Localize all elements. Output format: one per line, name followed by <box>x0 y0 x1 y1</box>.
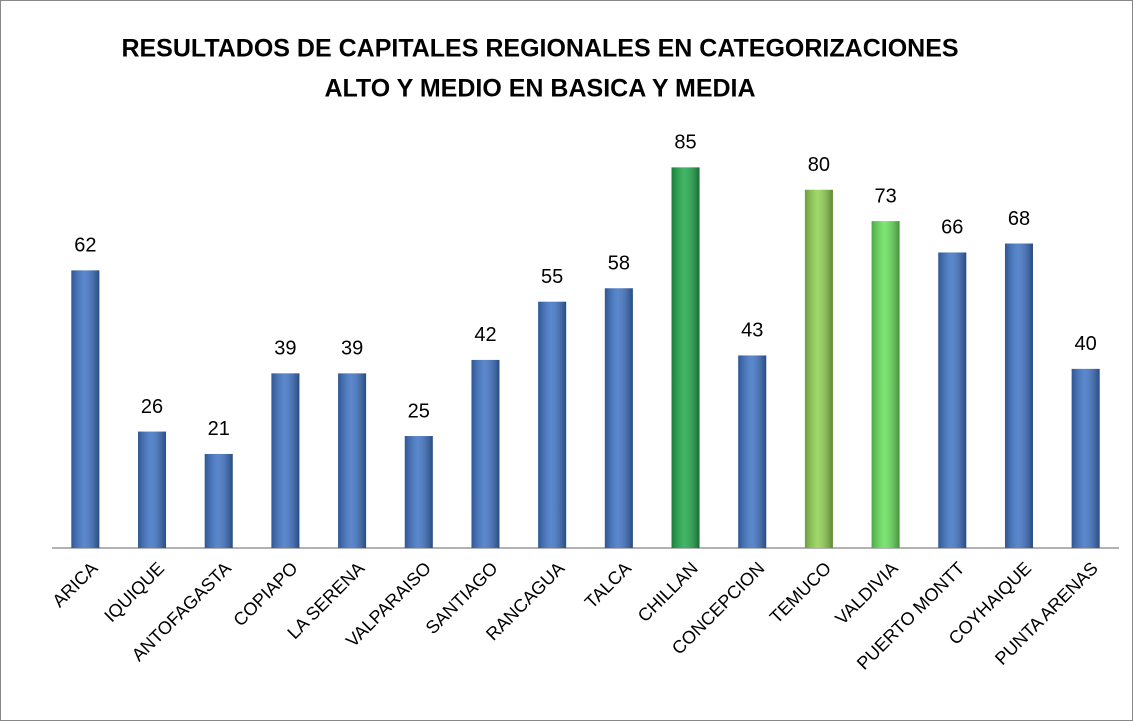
value-label: 25 <box>408 400 430 422</box>
bar-shade <box>338 373 367 548</box>
bar-shade <box>71 270 100 548</box>
value-label: 42 <box>474 324 496 346</box>
value-label: 43 <box>741 320 763 342</box>
value-label: 39 <box>341 338 363 360</box>
value-label: 80 <box>808 154 830 176</box>
chart-title: ALTO Y MEDIO EN BASICA Y MEDIA <box>324 75 755 103</box>
bar-shade <box>671 167 700 548</box>
value-label: 73 <box>874 185 896 207</box>
bar-shade <box>538 301 567 548</box>
bar-shade <box>1004 243 1033 548</box>
value-label: 21 <box>208 418 230 440</box>
value-label: 58 <box>608 253 630 275</box>
bar-shade <box>271 373 300 548</box>
chart-title: RESULTADOS DE CAPITALES REGIONALES EN CA… <box>121 35 958 63</box>
value-label: 55 <box>541 266 563 288</box>
bar-shade <box>138 431 167 548</box>
bar-shade <box>738 355 767 548</box>
value-label: 62 <box>74 235 96 257</box>
value-label: 66 <box>941 217 963 239</box>
bar-shade <box>938 252 967 548</box>
value-label: 40 <box>1075 333 1097 355</box>
value-label: 68 <box>1008 208 1030 230</box>
bar-shade <box>604 288 633 548</box>
bar-shade <box>404 436 433 548</box>
bar-shade <box>871 221 900 548</box>
value-label: 26 <box>141 396 163 418</box>
bar-shade <box>471 359 500 548</box>
bar-shade <box>804 189 833 548</box>
bar-shade <box>204 453 233 548</box>
value-label: 85 <box>674 132 696 154</box>
value-label: 39 <box>274 338 296 360</box>
bar-shade <box>1071 368 1100 548</box>
